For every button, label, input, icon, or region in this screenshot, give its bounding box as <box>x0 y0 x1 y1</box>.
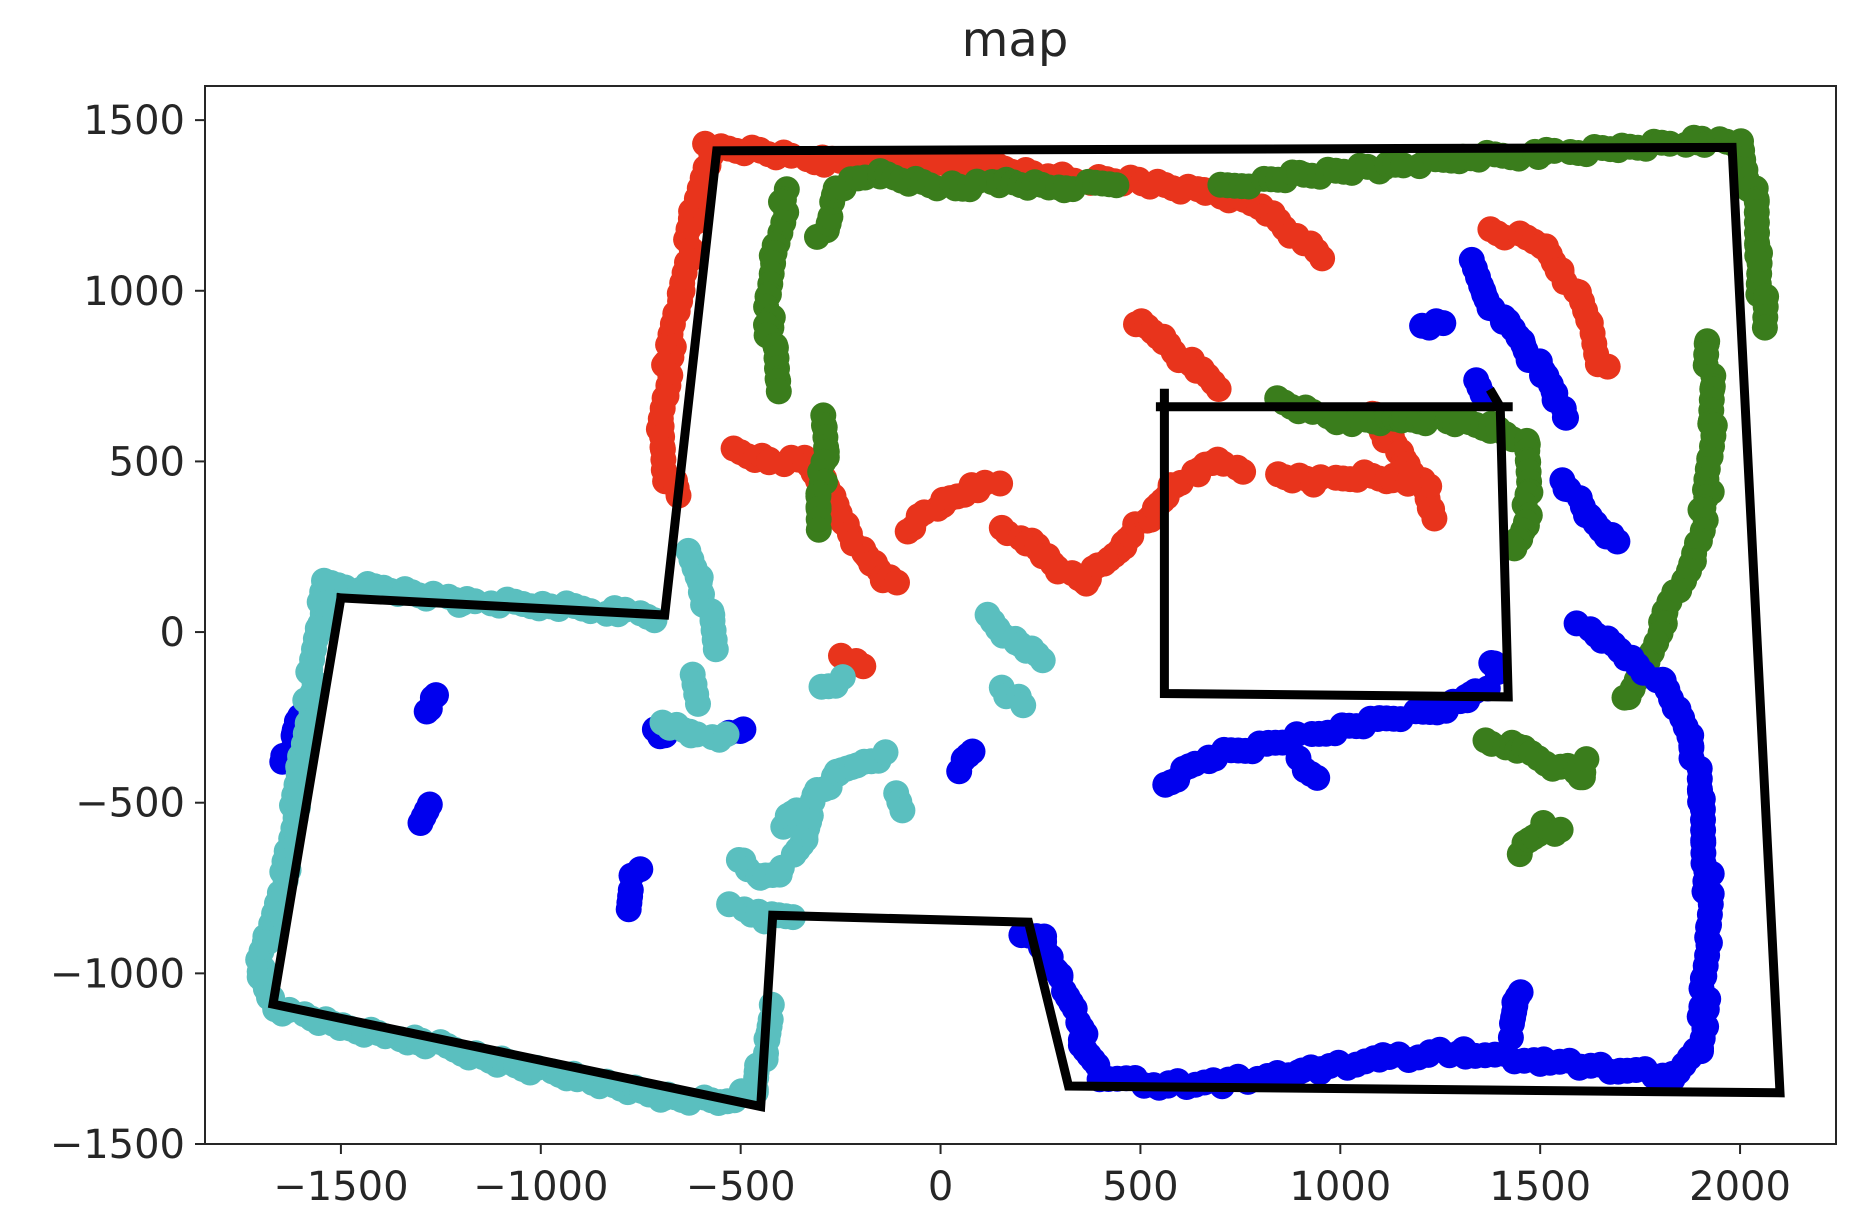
data-point <box>1309 245 1336 272</box>
chart-title: map <box>962 12 1069 68</box>
data-point <box>423 682 449 709</box>
data-point <box>987 470 1014 497</box>
data-points <box>245 124 1780 1116</box>
data-point <box>1285 745 1312 772</box>
data-point <box>1507 979 1534 1006</box>
data-point <box>1010 692 1037 719</box>
data-point <box>1430 310 1457 337</box>
y-tick-label: 0 <box>160 610 185 656</box>
data-point <box>1230 458 1257 485</box>
y-tick-label: −1000 <box>50 951 185 997</box>
data-point <box>765 378 792 405</box>
x-tick-label: −1500 <box>273 1164 408 1210</box>
data-point <box>1421 505 1448 532</box>
x-axis: −1500 −1000 −500 0 500 1000 1500 2000 <box>273 1144 1791 1210</box>
data-point <box>805 516 832 543</box>
data-point <box>685 690 711 717</box>
data-point <box>1547 816 1574 843</box>
outline-group <box>267 142 1785 1112</box>
data-point <box>702 636 729 663</box>
y-tick-label: −1500 <box>50 1122 185 1168</box>
data-point <box>713 721 740 748</box>
outline-polyline-0 <box>267 142 1785 1112</box>
y-tick-label: 1500 <box>83 98 185 144</box>
x-tick-label: 1000 <box>1289 1164 1391 1210</box>
series-1 <box>753 124 1780 868</box>
data-point <box>829 664 856 691</box>
data-point <box>1751 314 1778 341</box>
data-point <box>1604 528 1631 555</box>
data-point <box>959 738 986 765</box>
data-point <box>1205 376 1232 402</box>
data-point <box>627 856 654 883</box>
y-tick-label: 500 <box>109 439 185 485</box>
x-tick-label: 1500 <box>1489 1164 1591 1210</box>
axes-frame <box>204 85 1837 1145</box>
data-point <box>1103 172 1130 199</box>
data-point <box>872 739 899 766</box>
x-tick-label: −1000 <box>473 1164 608 1210</box>
y-tick-label: −500 <box>75 781 185 827</box>
y-axis: 1500 1000 500 0 −500 −1000 −1500 <box>50 98 205 1168</box>
data-point <box>1573 746 1600 773</box>
data-point <box>1611 684 1638 711</box>
data-point <box>416 791 443 818</box>
data-point <box>1594 353 1621 380</box>
x-tick-label: −500 <box>686 1164 796 1210</box>
data-point <box>783 797 810 824</box>
x-tick-label: 500 <box>1102 1164 1178 1210</box>
x-tick-label: 2000 <box>1689 1164 1791 1210</box>
data-point <box>889 797 916 824</box>
plot-area <box>204 85 1837 1145</box>
data-point <box>1553 404 1579 431</box>
data-point <box>884 569 910 596</box>
outline-polyline-1 <box>1159 387 1513 702</box>
data-point <box>1469 381 1496 408</box>
x-tick-label: 0 <box>928 1164 953 1210</box>
series-3 <box>245 537 1056 1116</box>
data-point <box>850 653 877 680</box>
y-tick-label: 1000 <box>83 269 185 315</box>
data-point <box>1029 647 1056 674</box>
